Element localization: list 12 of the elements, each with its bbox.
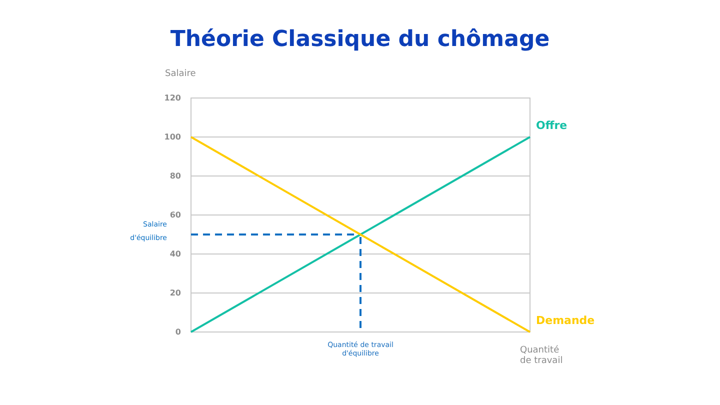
x-axis-title: Quantité de travail <box>520 344 563 366</box>
series-label: Demande <box>536 314 595 327</box>
y-tick-label: 60 <box>170 210 182 220</box>
series-label: Offre <box>536 119 568 132</box>
y-tick-label: 40 <box>170 250 182 259</box>
y-tick-label: 80 <box>170 172 182 181</box>
chart-title: Théorie Classique du chômage <box>170 27 550 52</box>
y-tick-label: 100 <box>164 132 182 142</box>
y-axis-title: Salaire <box>165 69 196 79</box>
y-tick-label: 20 <box>170 288 182 298</box>
y-tick-label: 0 <box>175 328 182 337</box>
y-tick-label: 120 <box>164 94 182 103</box>
